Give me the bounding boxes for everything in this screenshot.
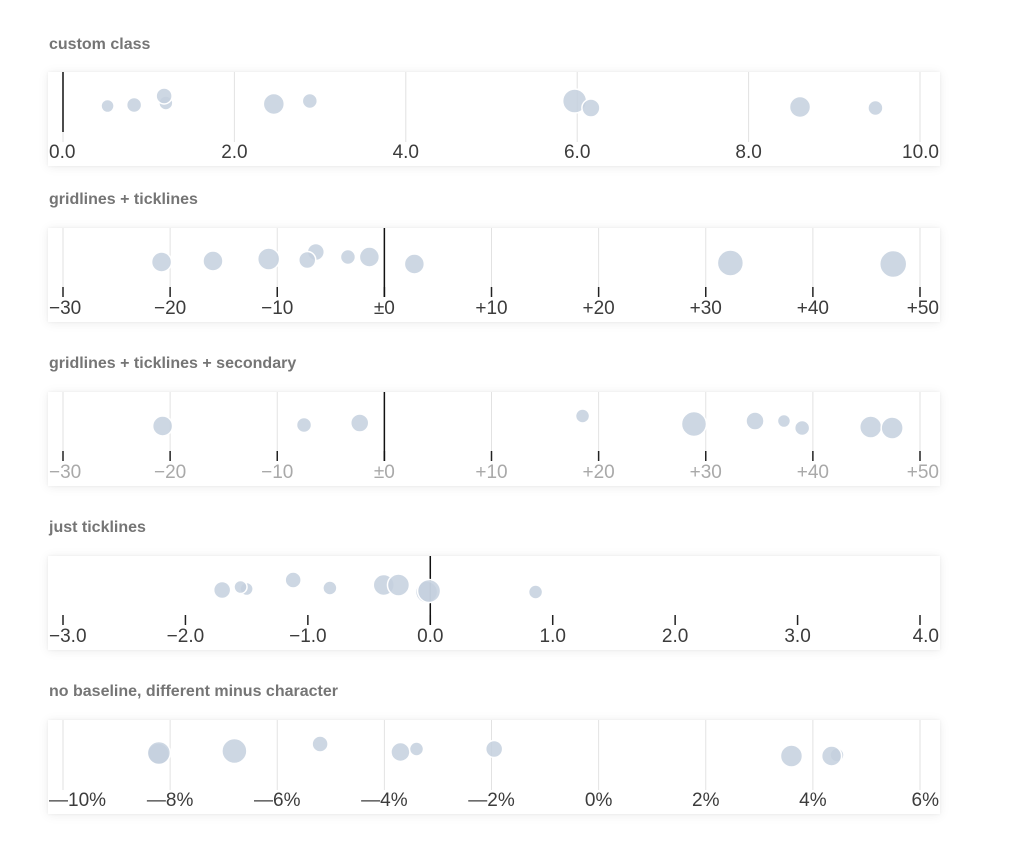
tick-label-10: −10	[261, 462, 293, 483]
tick-label-1-0: −1.0	[289, 626, 327, 647]
data-point	[311, 735, 329, 753]
chart-title-gridlines-ticklines-secondary: gridlines + ticklines + secondary	[49, 355, 297, 372]
dot-plot-gridlines-ticklines: −30 −20 −10 ±0 +10 +20 +30 +40 +50	[49, 228, 939, 319]
data-point	[574, 408, 591, 424]
tick-label-3-0: −3.0	[49, 626, 87, 647]
tick-label-0-0: 0.0	[417, 626, 443, 647]
tick-label-2-0: 2.0	[662, 626, 688, 647]
data-point	[221, 737, 248, 765]
data-point	[262, 92, 286, 116]
chart-title-just-ticklines: just ticklines	[49, 519, 146, 536]
tick-label-4: —4%	[361, 790, 408, 811]
tick-label-20: +20	[583, 462, 615, 483]
dot-plot-no-baseline: —10% —8% —6% —4% —2% 0% 2% 4% 6%	[49, 720, 940, 811]
tick-label-10: −10	[261, 298, 293, 319]
data-point	[416, 578, 442, 604]
data-point	[527, 584, 544, 600]
data-point	[256, 247, 281, 271]
data-point	[212, 580, 232, 600]
data-point	[233, 579, 248, 595]
tick-label-10: —10%	[49, 790, 106, 811]
data-point	[100, 98, 115, 114]
tick-label-10: +10	[475, 298, 507, 319]
tick-label-30: −30	[49, 298, 81, 319]
data-point	[125, 96, 143, 114]
tick-label-10: +10	[475, 462, 507, 483]
chart-title-custom-class: custom class	[49, 36, 151, 53]
data-point	[202, 250, 224, 272]
tick-label-30: +30	[690, 462, 722, 483]
tick-label-8: —8%	[147, 790, 194, 811]
tick-label-20: +20	[583, 298, 615, 319]
tick-label-2-0: −2.0	[167, 626, 205, 647]
tick-label-40: +40	[797, 298, 829, 319]
tick-label-30: −30	[49, 462, 81, 483]
tick-label-4: 4%	[799, 790, 827, 811]
tick-label-6: 6%	[912, 790, 940, 811]
data-point	[339, 248, 357, 266]
tick-label-20: −20	[154, 298, 186, 319]
tick-label-50: +50	[907, 462, 939, 483]
tick-label-0: 0%	[585, 790, 613, 811]
data-point	[880, 416, 904, 440]
tick-label-2: 2%	[692, 790, 720, 811]
tick-label-0: ±0	[374, 462, 395, 483]
tick-label-1-0: 1.0	[540, 626, 566, 647]
data-point	[386, 573, 411, 597]
tick-label-0: ±0	[374, 298, 395, 319]
data-point	[390, 741, 411, 763]
tick-label-50: +50	[907, 298, 939, 319]
data-point	[284, 571, 302, 589]
data-point	[297, 250, 317, 270]
data-point	[788, 95, 812, 119]
tick-label-4-0: 4.0	[393, 142, 419, 163]
data-point	[858, 415, 883, 439]
chart-panel-no-baseline: —10% —8% —6% —4% —2% 0% 2% 4% 6%	[48, 720, 940, 814]
chart-title-gridlines-ticklines: gridlines + ticklines	[49, 191, 198, 208]
chart-title-no-baseline: no baseline, different minus character	[49, 683, 338, 700]
chart-panel-gridlines-ticklines-secondary: −30 −20 −10 ±0 +10 +20 +30 +40 +50	[48, 392, 940, 486]
tick-label-40: +40	[797, 462, 829, 483]
tick-label-10-0: 10.0	[902, 142, 939, 163]
tick-label-8-0: 8.0	[735, 142, 761, 163]
tick-label-6: —6%	[254, 790, 301, 811]
data-point	[581, 98, 601, 118]
data-point	[295, 416, 313, 434]
data-point	[155, 87, 173, 105]
data-point	[716, 249, 745, 277]
data-point	[349, 413, 370, 433]
tick-label-4-0: 4.0	[913, 626, 939, 647]
data-point	[322, 580, 338, 596]
data-point	[867, 99, 884, 117]
data-point	[150, 251, 173, 273]
data-point	[776, 413, 792, 429]
data-point	[793, 419, 811, 437]
data-point	[745, 411, 765, 431]
tick-label-6-0: 6.0	[564, 142, 590, 163]
data-point	[779, 744, 804, 768]
tick-label-30: +30	[690, 298, 722, 319]
data-point	[484, 739, 504, 759]
dot-plot-gridlines-ticklines-secondary: −30 −20 −10 ±0 +10 +20 +30 +40 +50	[49, 392, 939, 483]
chart-panel-gridlines-ticklines: −30 −20 −10 ±0 +10 +20 +30 +40 +50	[48, 228, 940, 322]
tick-label-3-0: 3.0	[784, 626, 810, 647]
data-point	[408, 741, 425, 757]
data-point	[820, 745, 843, 767]
data-point	[301, 92, 319, 110]
dot-plot-just-ticklines: −3.0 −2.0 −1.0 0.0 1.0 2.0 3.0 4.0	[49, 556, 939, 647]
data-point	[878, 249, 908, 279]
data-point	[151, 415, 174, 437]
chart-panel-custom-class: 0.0 2.0 4.0 6.0 8.0 10.0	[48, 72, 940, 166]
dot-plot-custom-class: 0.0 2.0 4.0 6.0 8.0 10.0	[49, 72, 939, 163]
chart-panel-just-ticklines: −3.0 −2.0 −1.0 0.0 1.0 2.0 3.0 4.0	[48, 556, 940, 650]
tick-label-2-0: 2.0	[221, 142, 247, 163]
data-point	[403, 253, 426, 275]
tick-label-20: −20	[154, 462, 186, 483]
data-point	[680, 410, 708, 438]
tick-label-2: —2%	[468, 790, 515, 811]
data-point	[358, 246, 381, 268]
tick-label-0-0: 0.0	[49, 142, 75, 163]
data-point	[146, 740, 172, 766]
